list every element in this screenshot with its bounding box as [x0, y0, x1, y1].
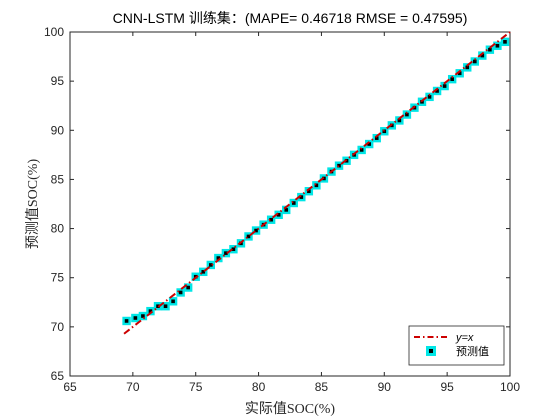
- data-point: [314, 183, 319, 188]
- x-axis: 65 70 75 80 85 90 95 100: [63, 32, 520, 394]
- data-point: [269, 217, 273, 222]
- x-tick-label: 65: [63, 380, 77, 394]
- data-point: [427, 95, 432, 99]
- data-point: [124, 319, 129, 323]
- reference-line: [123, 31, 511, 335]
- data-point: [246, 234, 251, 239]
- y-tick-label: 70: [51, 320, 65, 334]
- data-point: [442, 84, 447, 88]
- data-point: [201, 270, 206, 274]
- x-tick-label: 75: [189, 380, 203, 394]
- x-tick-label: 70: [126, 380, 140, 394]
- data-point: [307, 189, 311, 194]
- x-tick-label: 80: [252, 380, 266, 394]
- data-point: [374, 136, 379, 140]
- data-point: [435, 89, 439, 93]
- data-point: [178, 290, 183, 295]
- x-tick-label: 95: [440, 380, 454, 394]
- data-point: [224, 251, 228, 255]
- data-point: [291, 201, 296, 205]
- data-point: [148, 309, 153, 313]
- x-tick-label: 100: [500, 380, 520, 394]
- data-point: [216, 256, 221, 260]
- y-axis: 65 70 75 80 85 90 95 100: [44, 25, 510, 383]
- legend-marker-inner: [429, 349, 433, 353]
- data-point: [473, 59, 477, 64]
- data-point: [465, 65, 470, 70]
- data-point: [480, 53, 485, 58]
- data-point: [209, 263, 213, 267]
- data-point: [133, 316, 138, 320]
- y-tick-label: 100: [44, 25, 64, 39]
- data-point: [299, 195, 304, 199]
- y-tick-label: 75: [51, 271, 65, 285]
- data-point: [254, 228, 258, 233]
- x-axis-label: 实际值SOC(%): [245, 401, 336, 417]
- data-point: [171, 299, 175, 304]
- data-point: [495, 43, 500, 48]
- legend-box: [408, 325, 505, 366]
- legend: y=x 预测值: [408, 325, 505, 366]
- data-point: [457, 71, 462, 76]
- chart-title: CNN-LSTM 训练集：(MAPE= 0.46718 RMSE = 0.475…: [113, 10, 468, 26]
- y-tick-label: 65: [51, 369, 65, 383]
- data-point: [276, 213, 281, 217]
- data-point: [488, 47, 492, 52]
- y-tick-label: 90: [51, 123, 65, 137]
- data-point: [359, 148, 364, 152]
- data-point: [163, 304, 168, 309]
- y-tick-label: 80: [51, 222, 65, 236]
- data-point: [367, 142, 371, 146]
- data-point: [405, 112, 409, 117]
- x-tick-label: 90: [378, 380, 392, 394]
- data-point: [337, 163, 341, 168]
- legend-item-reference: y=x: [455, 332, 474, 344]
- data-point: [231, 247, 236, 252]
- data-point: [450, 77, 454, 81]
- data-point: [141, 314, 145, 318]
- data-point: [284, 208, 289, 212]
- legend-item-series: 预测值: [456, 345, 489, 358]
- data-point: [503, 40, 507, 44]
- data-point: [397, 118, 402, 123]
- data-point: [186, 285, 190, 290]
- reference-line-group: [123, 31, 511, 335]
- y-tick-label: 85: [51, 172, 65, 186]
- y-tick-label: 95: [51, 74, 65, 88]
- y-axis-label: 预测值SOC(%): [25, 159, 41, 250]
- x-tick-label: 85: [315, 380, 329, 394]
